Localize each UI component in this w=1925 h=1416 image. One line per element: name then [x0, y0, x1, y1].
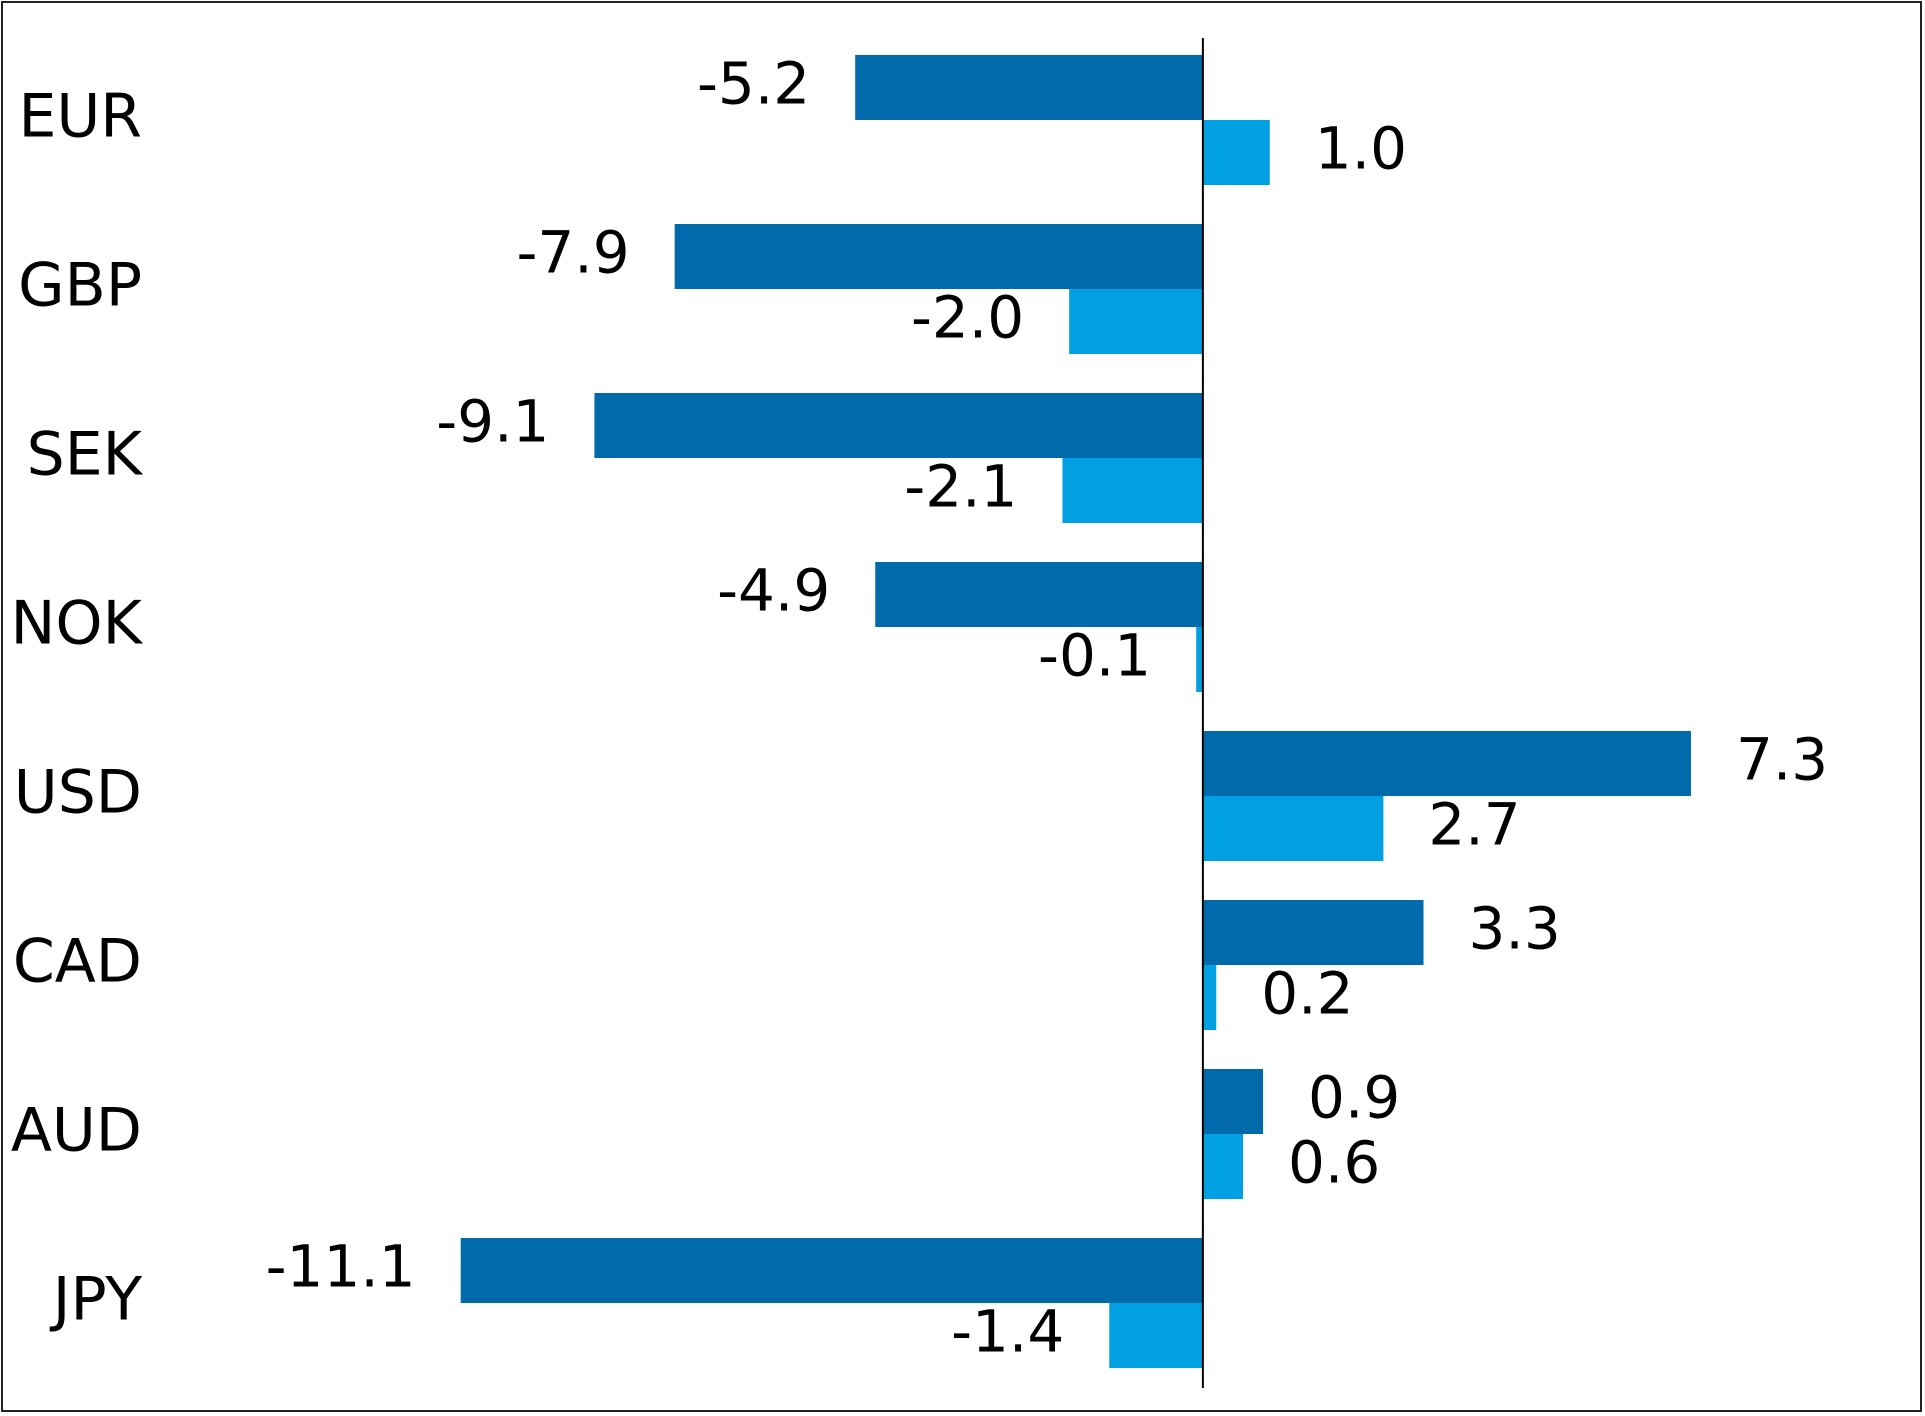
- value-label-jpy-series-1: -11.1: [266, 1233, 416, 1301]
- labels-layer: EUR -5.2 1.0 GBP -7.9 -2.0 SEK -9.1 -2.1 NOK -4.9 -…: [11, 50, 1829, 1366]
- bar-gbp-series-2: [1069, 289, 1203, 354]
- value-label-jpy-series-2: -1.4: [951, 1298, 1064, 1366]
- value-label-cad-series-2: 0.2: [1261, 960, 1353, 1028]
- category-label-sek: SEK: [27, 420, 144, 490]
- category-label-eur: EUR: [18, 82, 142, 152]
- bar-sek-series-1: [594, 393, 1203, 458]
- bar-cad-series-2: [1202, 965, 1217, 1030]
- bar-nok-series-1: [875, 562, 1203, 627]
- bar-jpy-series-1: [460, 1238, 1203, 1303]
- bar-aud-series-2: [1202, 1134, 1243, 1199]
- value-label-eur-series-2: 1.0: [1315, 115, 1407, 183]
- category-label-nok: NOK: [11, 589, 144, 659]
- value-label-nok-series-2: -0.1: [1038, 622, 1151, 690]
- category-label-cad: CAD: [13, 927, 142, 997]
- bar-aud-series-1: [1202, 1069, 1264, 1134]
- value-label-usd-series-1: 7.3: [1736, 726, 1828, 794]
- bar-usd-series-1: [1202, 731, 1691, 796]
- value-label-gbp-series-2: -2.0: [911, 284, 1024, 352]
- bar-jpy-series-2: [1109, 1303, 1203, 1368]
- bar-usd-series-2: [1202, 796, 1384, 861]
- bar-gbp-series-1: [674, 224, 1203, 289]
- value-label-aud-series-2: 0.6: [1288, 1129, 1380, 1197]
- category-label-aud: AUD: [11, 1096, 142, 1166]
- value-label-nok-series-1: -4.9: [717, 557, 830, 625]
- bar-eur-series-2: [1202, 120, 1270, 185]
- category-label-usd: USD: [14, 758, 142, 828]
- bar-cad-series-1: [1202, 900, 1424, 965]
- value-label-sek-series-1: -9.1: [436, 388, 549, 456]
- value-label-aud-series-1: 0.9: [1308, 1064, 1400, 1132]
- bar-eur-series-1: [855, 55, 1203, 120]
- category-label-gbp: GBP: [18, 251, 142, 321]
- value-label-usd-series-2: 2.7: [1428, 791, 1520, 859]
- category-label-jpy: JPY: [49, 1265, 143, 1335]
- value-label-gbp-series-1: -7.9: [516, 219, 629, 287]
- bar-sek-series-2: [1062, 458, 1203, 523]
- bar-nok-series-2: [1196, 627, 1203, 692]
- value-label-sek-series-2: -2.1: [904, 453, 1017, 521]
- value-label-eur-series-1: -5.2: [697, 50, 810, 118]
- bars-layer: [460, 55, 1691, 1368]
- value-label-cad-series-1: 3.3: [1469, 895, 1561, 963]
